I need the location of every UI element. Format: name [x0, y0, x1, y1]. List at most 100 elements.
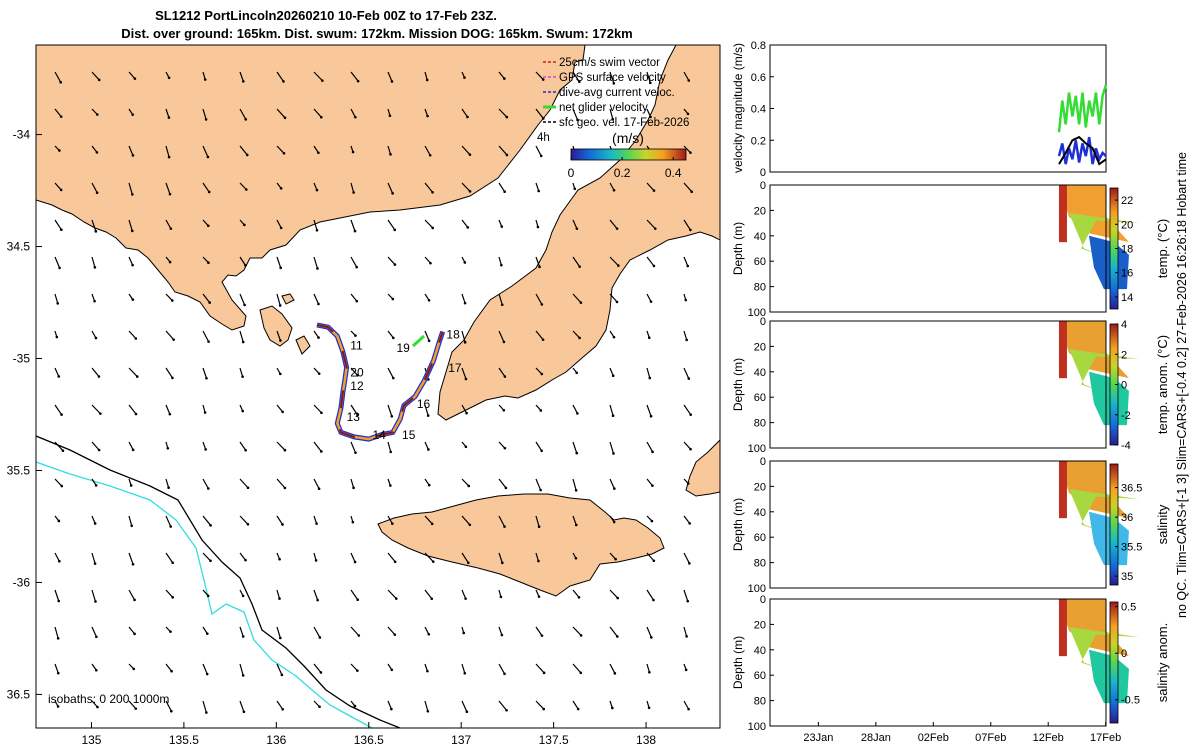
section-ytick-label: 100: [748, 583, 766, 595]
current-arrow-head: [97, 375, 101, 378]
current-arrow: [535, 108, 544, 119]
current-arrow: [683, 367, 690, 379]
current-arrow-head: [281, 523, 284, 526]
current-arrow: [54, 293, 59, 304]
current-arrow-head: [499, 595, 503, 599]
current-arrow: [424, 404, 429, 416]
current-arrow: [165, 552, 174, 564]
current-arrow-head: [542, 671, 546, 675]
current-arrow: [128, 71, 136, 80]
current-arrow-head: [428, 153, 432, 157]
current-arrow-head: [652, 264, 656, 268]
current-arrow: [387, 441, 392, 453]
legend-label: net glider velocity: [559, 102, 648, 114]
current-arrow: [313, 71, 323, 82]
isobath-200: [36, 435, 401, 728]
current-arrow: [683, 219, 691, 231]
current-arrow-head: [207, 261, 210, 264]
track-day-label: 20: [350, 365, 364, 379]
current-arrow: [424, 515, 433, 525]
current-arrow: [202, 404, 206, 413]
colorbar-tick-label: 0.2: [614, 166, 631, 180]
current-arrow-head: [611, 117, 615, 121]
current-arrow-head: [427, 632, 431, 636]
current-arrow: [646, 441, 654, 453]
section-colorbar-tick-label: 36: [1121, 512, 1133, 524]
section-ylabel: Depth (m): [731, 636, 745, 689]
current-arrow-head: [465, 710, 469, 714]
current-arrow-head: [426, 414, 430, 417]
current-arrow: [91, 700, 98, 708]
current-arrow: [313, 626, 321, 638]
current-arrow-head: [651, 450, 654, 454]
current-arrow: [535, 293, 543, 305]
current-arrow: [202, 367, 208, 379]
current-arrow-head: [130, 524, 134, 528]
current-arrow: [202, 219, 209, 227]
velocity-ylabel: velocity magnitude (m/s): [731, 43, 745, 173]
current-arrow-head: [171, 596, 174, 599]
current-arrow: [572, 478, 577, 491]
current-arrow-head: [355, 265, 358, 269]
current-arrow: [646, 626, 652, 638]
current-arrow-head: [99, 412, 102, 415]
section-colorbar-tick-label: 2: [1121, 349, 1127, 361]
current-arrow: [350, 404, 358, 416]
section-deep-layer: [1088, 511, 1129, 566]
current-arrow-head: [283, 116, 287, 120]
current-arrow: [424, 700, 429, 712]
current-arrow: [498, 256, 502, 266]
current-arrow-head: [95, 191, 99, 195]
current-arrow-head: [612, 82, 616, 85]
current-arrow: [424, 145, 431, 156]
current-arrow: [91, 182, 98, 193]
current-arrow-head: [579, 301, 583, 304]
current-arrow: [387, 700, 392, 710]
current-arrow: [498, 367, 506, 377]
current-arrow-head: [539, 409, 543, 412]
current-arrow-head: [466, 115, 469, 119]
current-arrow: [54, 219, 62, 231]
current-arrow-head: [205, 672, 209, 676]
section-frame: [769, 184, 1107, 313]
track-day-label: 11: [350, 339, 363, 353]
current-arrow: [54, 552, 60, 562]
current-arrow: [609, 589, 619, 599]
current-arrow-head: [315, 522, 318, 525]
current-arrow: [313, 404, 322, 414]
current-arrow: [239, 71, 244, 82]
section-colorbar-tick-label: 18: [1121, 244, 1133, 256]
current-arrow-head: [166, 446, 170, 450]
current-arrow: [683, 145, 691, 154]
current-arrow: [646, 404, 652, 417]
current-arrow: [91, 552, 96, 564]
current-arrow-head: [206, 155, 210, 159]
current-arrow-head: [278, 304, 282, 307]
current-arrow-head: [279, 187, 283, 190]
current-arrow: [202, 145, 209, 158]
current-arrow-head: [241, 409, 245, 413]
current-arrow-head: [388, 114, 392, 117]
current-arrow: [461, 330, 466, 343]
section-ytick-label: 80: [754, 696, 766, 708]
current-arrow: [461, 108, 468, 118]
current-arrow-head: [463, 301, 467, 305]
current-arrow-head: [243, 223, 246, 227]
current-arrow: [646, 367, 651, 379]
current-arrow: [683, 626, 688, 637]
current-arrow-head: [241, 594, 245, 598]
section-ytick-label: 100: [748, 307, 766, 319]
current-arrow-head: [537, 525, 541, 529]
current-arrow: [128, 589, 136, 601]
current-arrow-head: [650, 519, 654, 523]
current-arrow: [609, 108, 614, 120]
current-arrow-head: [539, 154, 543, 158]
current-arrow-head: [354, 451, 357, 454]
current-arrow: [165, 404, 171, 415]
current-arrow-head: [244, 448, 247, 452]
current-arrow-head: [56, 302, 60, 305]
current-arrow-head: [314, 559, 318, 562]
current-arrow-head: [431, 226, 435, 230]
current-arrow-head: [649, 300, 653, 303]
